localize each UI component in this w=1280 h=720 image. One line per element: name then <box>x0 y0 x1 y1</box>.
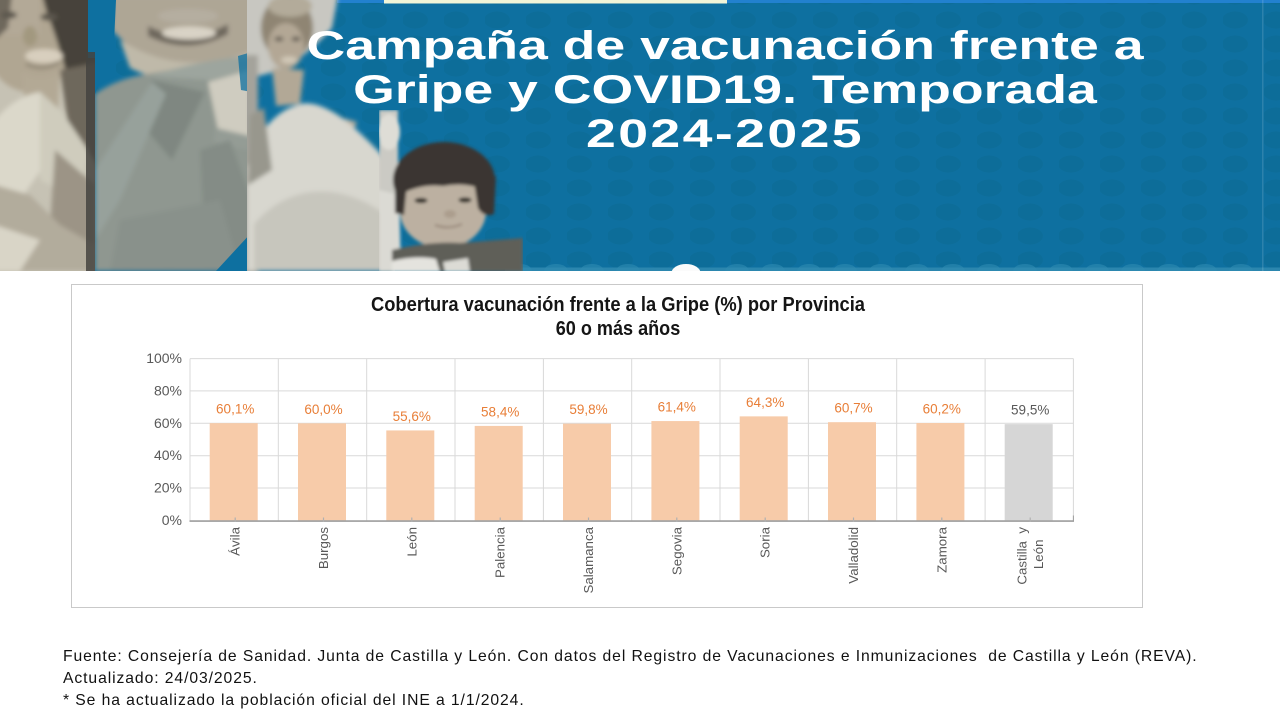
svg-text:60,1%: 60,1% <box>216 402 254 417</box>
svg-text:20%: 20% <box>154 480 182 496</box>
svg-text:59,5%: 59,5% <box>1011 403 1049 418</box>
svg-text:60,0%: 60,0% <box>304 402 342 417</box>
svg-text:64,3%: 64,3% <box>746 395 784 410</box>
svg-text:Ávila: Ávila <box>228 526 243 555</box>
svg-text:58,4%: 58,4% <box>481 404 519 419</box>
svg-text:100%: 100% <box>146 350 182 366</box>
svg-text:Salamanca: Salamanca <box>581 526 596 593</box>
svg-text:0%: 0% <box>162 512 182 528</box>
svg-text:Soria: Soria <box>758 526 773 558</box>
svg-text:40%: 40% <box>154 447 182 463</box>
svg-text:Castilla y: Castilla y <box>1015 527 1030 585</box>
svg-text:Burgos: Burgos <box>316 527 331 569</box>
svg-text:60,7%: 60,7% <box>834 401 872 416</box>
svg-text:60,2%: 60,2% <box>923 402 961 417</box>
svg-text:León: León <box>1031 540 1046 570</box>
svg-text:Palencia: Palencia <box>493 526 508 578</box>
svg-text:59,8%: 59,8% <box>569 402 607 417</box>
svg-text:Zamora: Zamora <box>934 526 949 572</box>
svg-text:Cobertura vacunación frente a: Cobertura vacunación frente a la Gripe (… <box>371 293 866 316</box>
svg-text:Segovia: Segovia <box>669 526 684 575</box>
svg-text:Valladolid: Valladolid <box>846 527 861 584</box>
svg-text:55,6%: 55,6% <box>393 409 431 424</box>
svg-text:80%: 80% <box>154 382 182 398</box>
svg-text:60%: 60% <box>154 415 182 431</box>
svg-text:61,4%: 61,4% <box>658 400 696 415</box>
svg-text:León: León <box>404 527 419 557</box>
svg-text:60 o más años: 60 o más años <box>556 317 681 340</box>
